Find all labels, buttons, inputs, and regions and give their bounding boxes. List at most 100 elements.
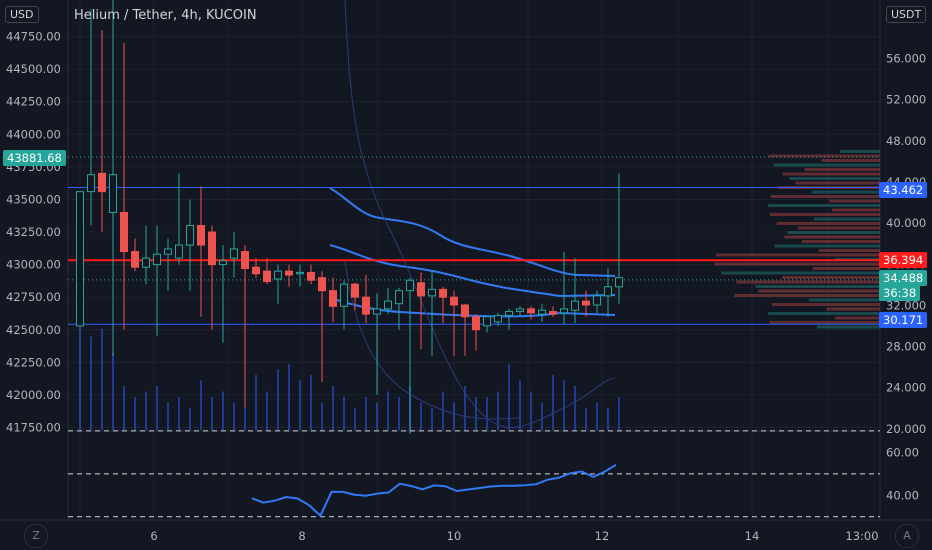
candle-body: [461, 304, 469, 318]
volume-bar: [387, 391, 389, 430]
volume-bar: [420, 402, 422, 430]
volume-bar: [530, 391, 532, 430]
profile-bar: [769, 321, 880, 324]
candle-body: [494, 314, 502, 323]
candle-body: [384, 300, 392, 310]
profile-bar: [832, 208, 880, 212]
volume-bar: [145, 391, 147, 430]
volume-bar: [343, 397, 345, 430]
right-axis-tick: 28.000: [886, 340, 926, 354]
candle-body: [560, 308, 568, 314]
last-price-label: 34.488: [879, 270, 928, 286]
candle-body: [274, 270, 282, 280]
chart-title: Helium / Tether, 4h, KUCOIN: [74, 8, 257, 23]
candle-body: [186, 225, 194, 246]
right-currency-badge[interactable]: USDT: [886, 6, 927, 23]
left-axis-tick: 42250.00: [6, 355, 61, 369]
profile-bar: [816, 325, 880, 329]
left-axis-tick: 42000.00: [6, 388, 61, 402]
time-axis-tick: 14: [745, 529, 760, 543]
profile-bar: [782, 276, 880, 279]
volume-bar: [211, 397, 213, 430]
volume-bar: [79, 323, 81, 430]
volume-bar: [299, 380, 301, 430]
profile-bar: [758, 289, 880, 293]
band-upper-line: [344, 0, 616, 428]
profile-bar: [771, 303, 880, 306]
profile-bar: [826, 307, 880, 311]
oscillator-axis-tick: 40.00: [886, 488, 919, 502]
left-currency-badge[interactable]: USD: [5, 6, 39, 23]
left-axis-tick: 42750.00: [6, 290, 61, 304]
volume-bar: [266, 391, 268, 430]
profile-bar: [734, 294, 880, 297]
candle-body: [395, 290, 403, 305]
time-axis: 6 8 10 12 14 13:00: [150, 529, 878, 543]
profile-bar: [811, 190, 880, 194]
candle-body: [285, 270, 293, 276]
volume-bar: [288, 364, 290, 430]
candle-body: [516, 308, 524, 313]
candle-body: [340, 283, 348, 307]
candle-body: [142, 257, 150, 268]
candle-body: [98, 172, 106, 193]
candle-body: [571, 300, 579, 311]
volume-bar: [497, 391, 499, 430]
candle-body: [615, 277, 623, 288]
left-axis-tick: 44500.00: [6, 62, 61, 76]
auto-scale-button[interactable]: A: [895, 524, 919, 548]
volume-bar: [222, 391, 224, 430]
left-current-price-label: 43881.68: [3, 150, 66, 166]
candle-body: [109, 174, 117, 213]
candle-body: [175, 244, 183, 259]
moving-average-2: [329, 244, 616, 298]
left-axis-tick: 44000.00: [6, 127, 61, 141]
profile-bar: [715, 253, 880, 257]
candle-body: [505, 311, 513, 316]
volume-bar: [475, 397, 477, 430]
candle-body: [153, 253, 161, 266]
candle-body: [120, 211, 128, 253]
volume-bar: [365, 397, 367, 430]
volume-bar: [178, 397, 180, 430]
profile-bar: [789, 177, 880, 180]
profile-bar: [808, 298, 880, 302]
zoom-button[interactable]: Z: [24, 524, 48, 548]
profile-bar: [776, 222, 880, 225]
profile-bar: [768, 312, 880, 315]
profile-bar: [814, 217, 880, 221]
volume-bar: [134, 397, 136, 430]
candles: [76, 0, 623, 434]
profile-bar: [797, 226, 880, 230]
profile-bar: [782, 172, 880, 176]
candle-body: [483, 316, 491, 327]
volume-bar: [574, 386, 576, 430]
candle-body: [538, 309, 546, 315]
time-axis-tick: 6: [150, 529, 157, 543]
right-axis-tick: 52.000: [886, 93, 926, 107]
candle-body: [208, 231, 216, 266]
moving-average-1: [329, 187, 616, 277]
left-axis-tick: 44750.00: [6, 30, 61, 44]
left-axis-tick: 43250.00: [6, 225, 61, 239]
profile-bar: [787, 231, 880, 234]
volume-bar: [123, 386, 125, 430]
upper-line-price-label: 43.462: [879, 182, 928, 198]
volume-bar: [277, 369, 279, 430]
candle-body: [373, 308, 381, 315]
candle-body: [263, 270, 271, 283]
profile-bar: [795, 181, 880, 185]
time-axis-tick: 10: [447, 529, 462, 543]
volume-profile: [714, 150, 880, 329]
candle-body: [604, 286, 612, 297]
profile-bar: [770, 213, 880, 216]
volume-bars: [79, 323, 620, 430]
profile-bar: [714, 262, 880, 266]
volume-bar: [310, 375, 312, 430]
lower-line-price-label: 30.171: [879, 312, 928, 328]
volume-bar: [354, 408, 356, 430]
volume-bar: [508, 364, 510, 430]
volume-bar: [200, 380, 202, 430]
volume-bar: [189, 408, 191, 430]
volume-bar: [607, 408, 609, 430]
